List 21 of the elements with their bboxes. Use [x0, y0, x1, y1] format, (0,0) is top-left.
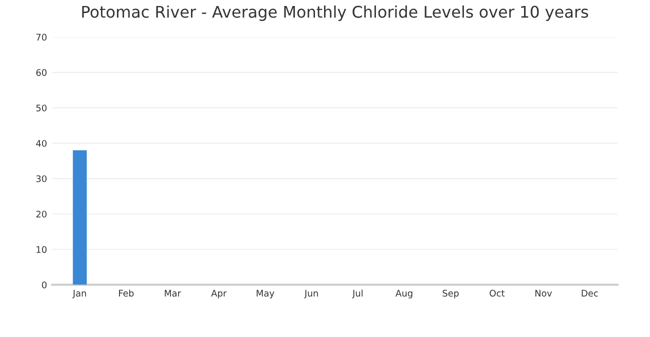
x-tick-label: Aug	[396, 290, 412, 298]
x-tick-label: Jan	[72, 290, 86, 298]
x-tick-label: Feb	[119, 290, 134, 297]
y-tick-label: 60	[36, 69, 47, 76]
x-tick-label: Jun	[304, 290, 318, 298]
y-tick-label: 20	[36, 210, 47, 218]
x-tick-label: Mar	[164, 290, 182, 297]
x-tick-label: Nov	[535, 290, 552, 297]
y-tick-label: 70	[36, 34, 47, 41]
y-tick-label: 0	[42, 281, 47, 288]
x-tick-label: Jul	[352, 290, 363, 298]
x-tick-label: Dec	[582, 290, 598, 297]
x-tick-label: Apr	[211, 290, 227, 298]
x-tick-label: Sep	[442, 290, 459, 298]
chart-title: Potomac River - Average Monthly Chloride Levels over 10 years	[82, 5, 588, 21]
x-tick-label: Oct	[490, 290, 505, 297]
y-tick-label: 40	[36, 140, 47, 147]
y-tick-label: 50	[36, 104, 47, 112]
y-tick-label: 30	[36, 175, 47, 182]
x-tick-label: May	[256, 290, 274, 298]
y-tick-label: 10	[36, 246, 47, 253]
